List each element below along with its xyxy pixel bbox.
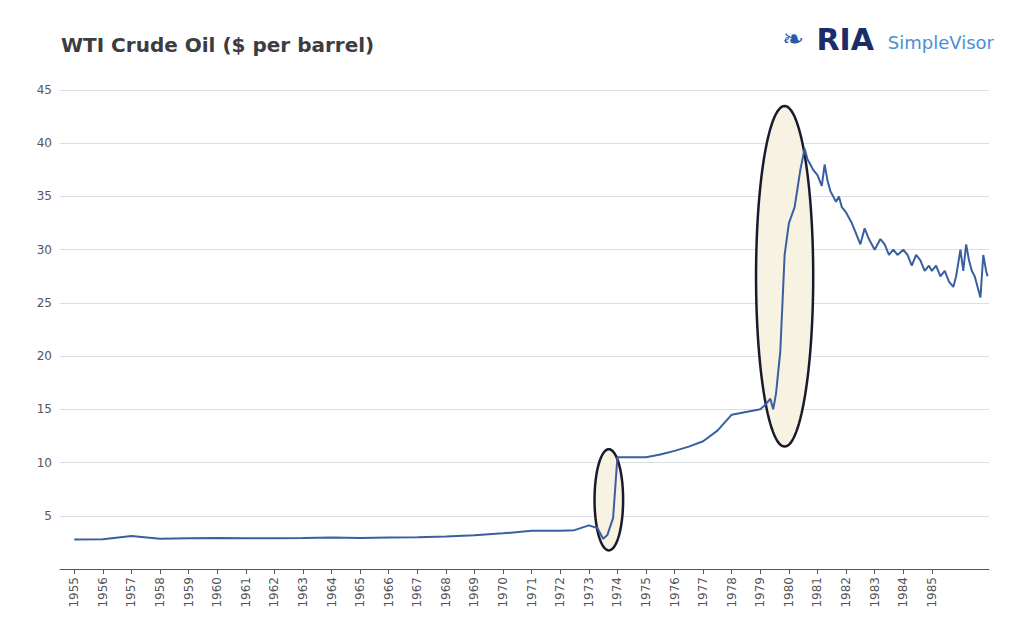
svg-text:RIA: RIA — [817, 22, 875, 57]
svg-text:45: 45 — [37, 83, 52, 97]
svg-text:1977: 1977 — [696, 577, 710, 608]
svg-text:1956: 1956 — [96, 577, 110, 608]
svg-text:20: 20 — [37, 349, 52, 363]
svg-text:1965: 1965 — [353, 577, 367, 608]
svg-text:1975: 1975 — [639, 577, 653, 608]
svg-text:1976: 1976 — [668, 577, 682, 608]
svg-text:1979: 1979 — [753, 577, 767, 608]
svg-text:1985: 1985 — [925, 577, 939, 608]
svg-text:1970: 1970 — [496, 577, 510, 608]
svg-text:1958: 1958 — [153, 577, 167, 608]
svg-text:40: 40 — [37, 136, 52, 150]
svg-text:25: 25 — [37, 296, 52, 310]
svg-text:1966: 1966 — [382, 577, 396, 608]
svg-text:WTI Crude Oil ($ per barrel): WTI Crude Oil ($ per barrel) — [61, 33, 374, 57]
svg-text:1973: 1973 — [582, 577, 596, 608]
svg-text:1955: 1955 — [67, 577, 81, 608]
svg-text:10: 10 — [37, 456, 52, 470]
svg-text:1971: 1971 — [525, 577, 539, 608]
svg-text:1964: 1964 — [325, 577, 339, 608]
svg-text:1961: 1961 — [239, 577, 253, 608]
svg-text:1978: 1978 — [725, 577, 739, 608]
svg-text:1968: 1968 — [439, 577, 453, 608]
svg-text:35: 35 — [37, 189, 52, 203]
svg-text:1957: 1957 — [124, 577, 138, 608]
svg-text:1962: 1962 — [267, 577, 281, 608]
svg-text:1983: 1983 — [868, 577, 882, 608]
svg-text:1967: 1967 — [410, 577, 424, 608]
svg-text:1981: 1981 — [810, 577, 824, 608]
svg-text:1963: 1963 — [296, 577, 310, 608]
svg-text:5: 5 — [44, 509, 52, 523]
svg-text:1959: 1959 — [182, 577, 196, 608]
svg-text:1972: 1972 — [553, 577, 567, 608]
svg-text:1974: 1974 — [610, 577, 624, 608]
svg-text:1984: 1984 — [896, 577, 910, 608]
svg-text:SimpleVisor: SimpleVisor — [888, 32, 995, 53]
svg-text:1969: 1969 — [467, 577, 481, 608]
svg-text:1982: 1982 — [839, 577, 853, 608]
svg-text:30: 30 — [37, 243, 52, 257]
svg-text:1960: 1960 — [210, 577, 224, 608]
svg-text:1980: 1980 — [782, 577, 796, 608]
svg-text:15: 15 — [37, 402, 52, 416]
svg-text:❧: ❧ — [782, 24, 804, 54]
